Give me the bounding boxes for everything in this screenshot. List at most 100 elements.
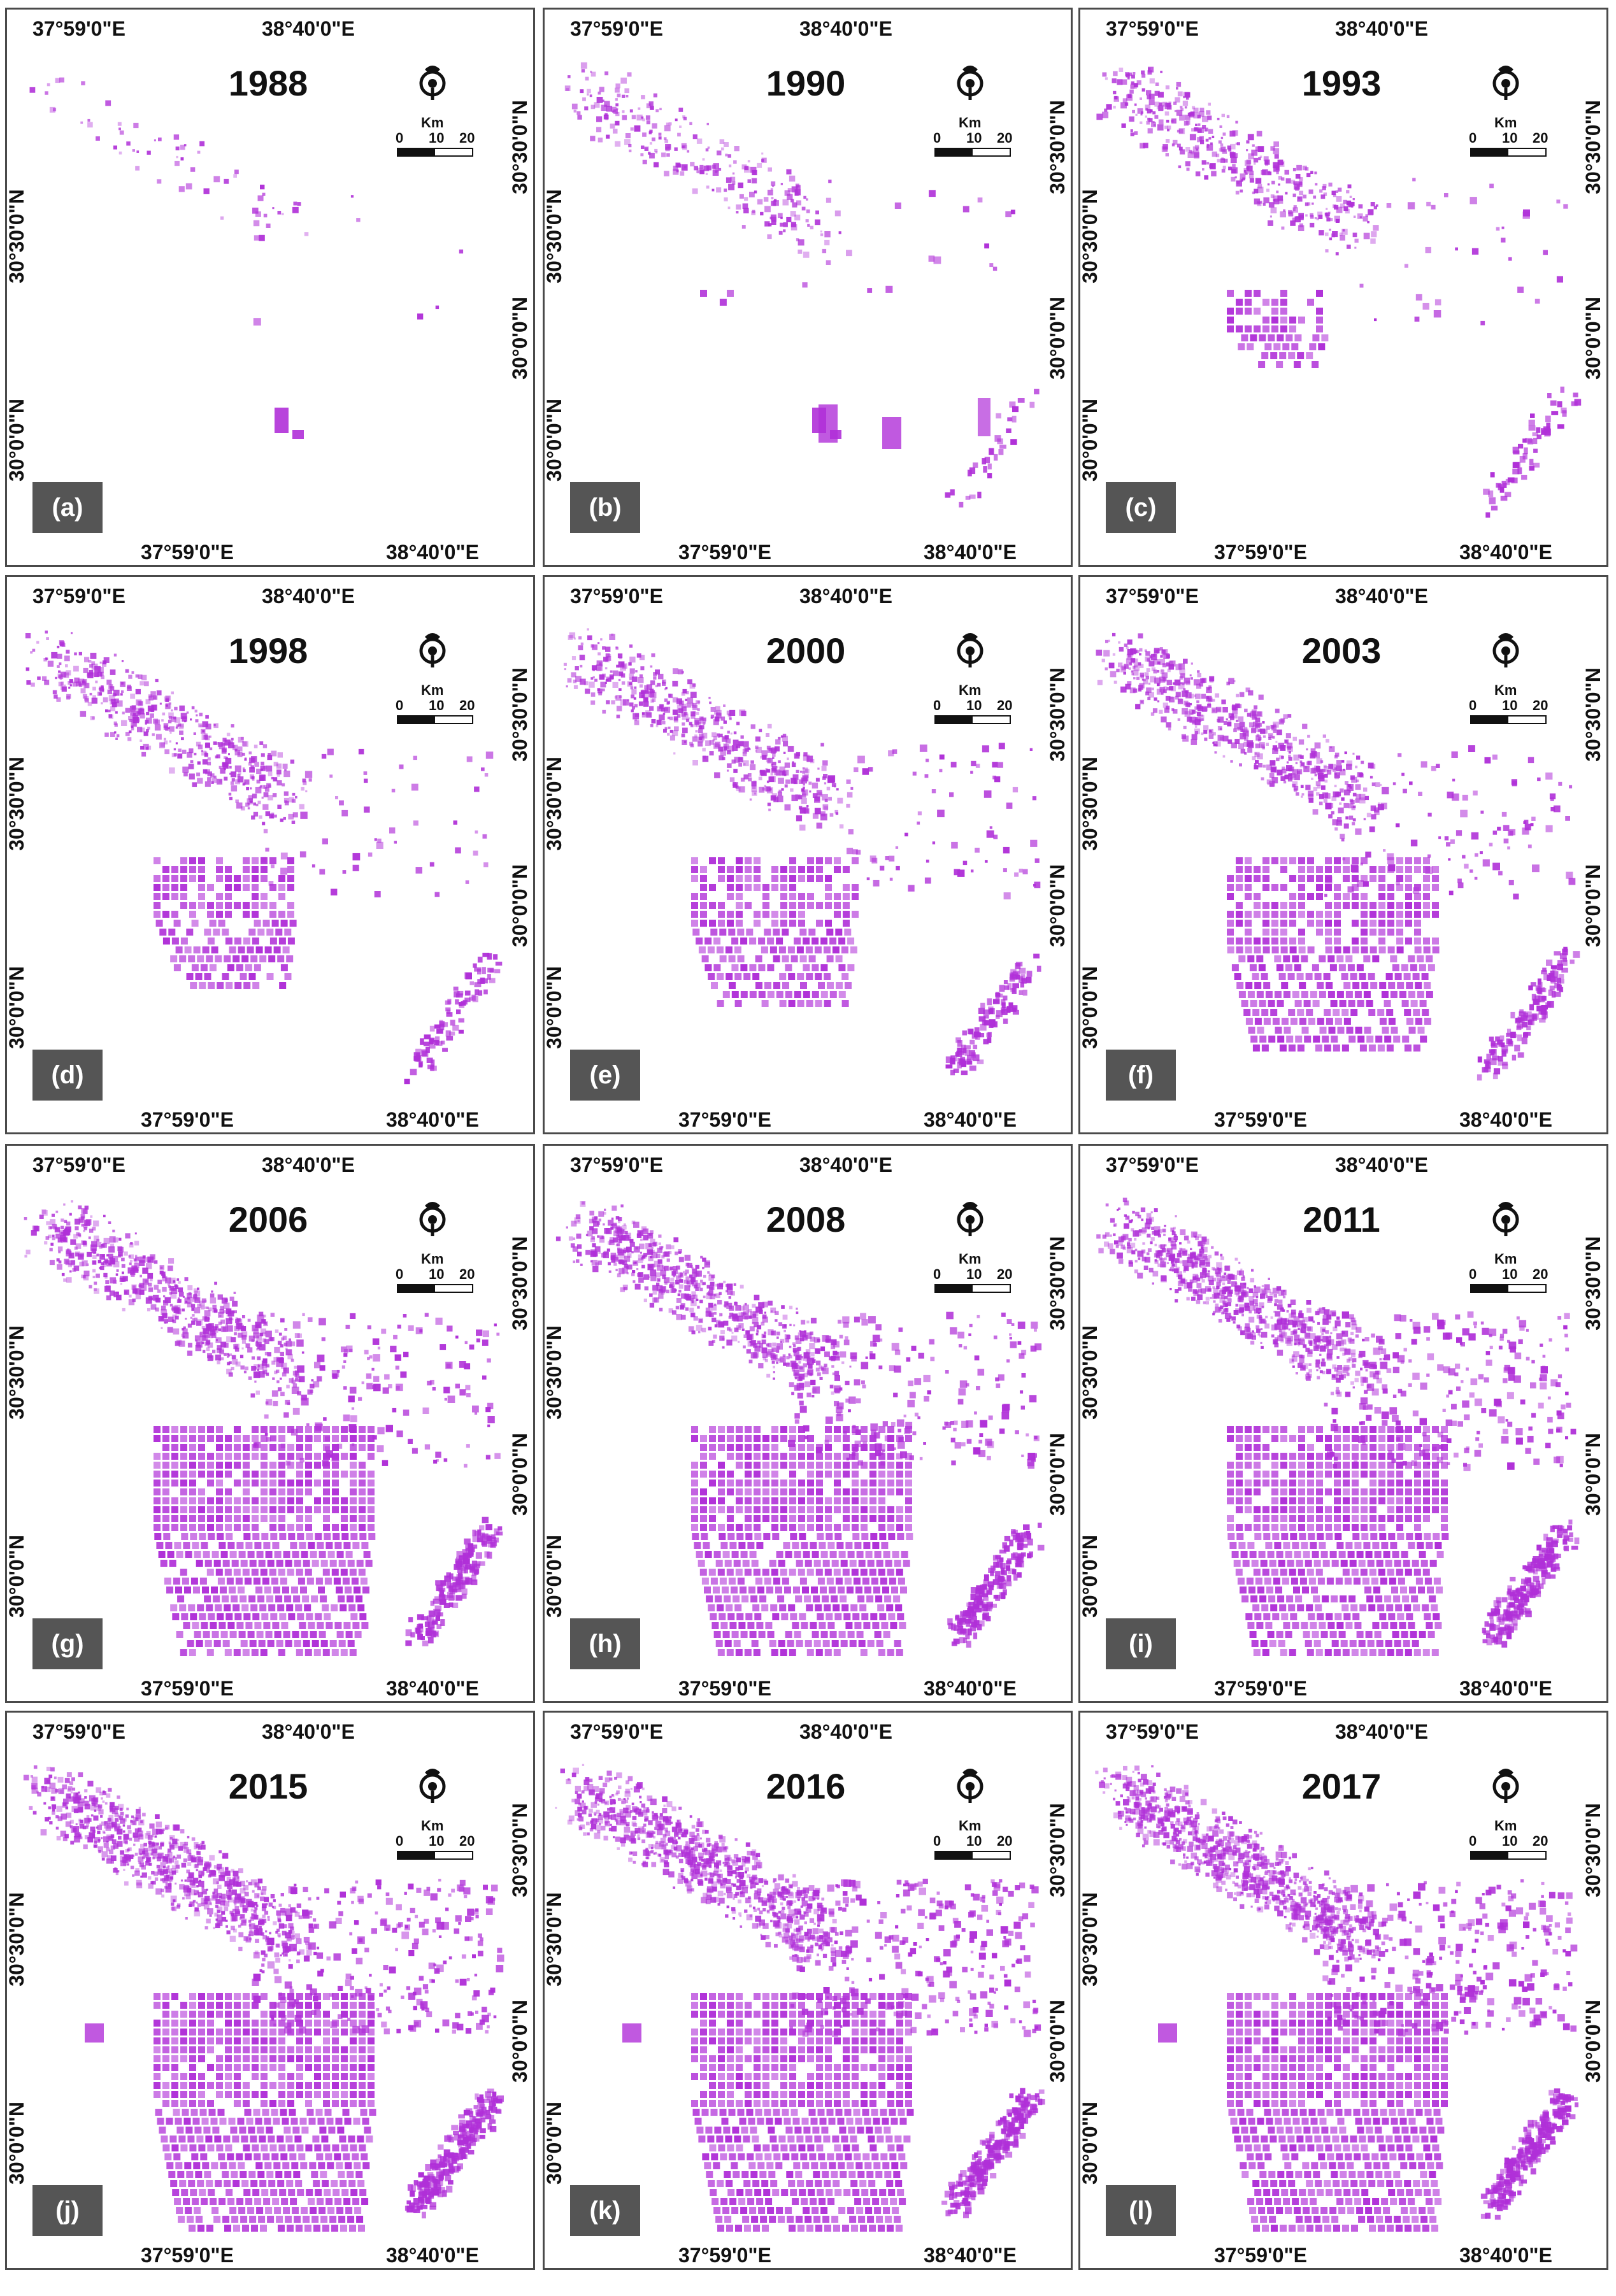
field-patch [1130,649,1134,653]
field-patch [682,723,685,726]
field-patch [1337,991,1344,998]
field-patch [216,1453,223,1460]
field-patch [993,267,997,271]
field-patch [1145,104,1151,110]
field-patch [1030,840,1037,847]
field-patch [1423,884,1430,891]
field-patch [1329,238,1332,240]
field-patch [1361,902,1368,909]
field-patch [724,189,727,192]
field-patch [1141,71,1145,75]
field-patch [605,646,610,652]
field-patch [1235,704,1240,708]
field-patch [758,938,765,945]
field-patch [290,920,297,927]
field-patch [1314,171,1317,174]
field-patch [277,955,284,962]
field-patch [194,753,196,755]
field-patch [128,716,132,720]
field-patch [350,1426,357,1433]
field-patch [1281,982,1288,989]
field-patch [1405,866,1412,873]
field-patch [1171,708,1174,711]
field-patch [790,778,796,783]
field-patch [761,153,763,155]
field-patch [198,1426,205,1433]
field-patch [896,846,898,849]
field-patch [1301,785,1304,788]
field-patch [1557,276,1563,283]
field-patch [1533,449,1538,453]
field-patch [323,1444,330,1451]
field-patch [266,1330,272,1337]
field-patch [105,1280,109,1284]
field-patch [112,702,117,707]
field-patch [779,231,783,235]
field-patch [397,1430,403,1437]
field-patch [1423,893,1430,900]
field-patch [781,788,783,790]
field-patch [147,151,151,155]
field-patch [1298,938,1305,945]
field-patch [1145,651,1150,656]
field-patch [717,946,724,953]
field-patch [264,1322,267,1325]
field-patch [740,938,747,945]
field-patch [1132,110,1135,113]
field-patch [124,1290,129,1295]
field-patch [396,1384,403,1392]
field-patch [229,797,232,800]
field-patch [617,715,620,718]
field-patch [197,1288,199,1290]
field-patch [1166,687,1169,690]
field-patch [803,964,810,971]
field-patch [250,774,254,779]
field-patch [752,790,757,795]
field-patch [934,257,941,264]
field-patch [180,866,187,873]
field-patch [147,1308,150,1311]
field-patch [106,1254,109,1257]
field-patch [1480,321,1485,325]
field-patch [134,1261,138,1264]
field-patch [96,1274,100,1278]
field-patch [24,1217,27,1220]
field-patch [81,1274,85,1278]
field-patch [1415,1018,1422,1025]
scale-bar: Km 0 10 20 [933,682,1016,727]
field-patch [1247,160,1252,165]
field-patch [1198,129,1202,133]
field-patch [1130,687,1136,693]
field-patch [1545,416,1551,422]
field-patch [1271,938,1278,945]
field-patch [1262,317,1269,324]
field-patch [1405,857,1412,864]
field-patch [228,753,230,755]
field-patch [189,1488,196,1495]
scale-bar-graphic [934,148,1011,157]
field-patch [1255,1018,1262,1025]
field-patch [825,902,832,909]
field-patch [413,820,418,825]
field-patch [378,1347,380,1350]
field-patch [1257,201,1259,203]
field-patch [177,1299,181,1303]
field-patch [271,1313,275,1317]
field-patch [1226,718,1228,720]
field-patch [1495,1036,1500,1041]
field-patch [1543,974,1548,980]
field-patch [283,764,288,769]
field-patch [364,779,368,783]
field-patch [1298,857,1305,864]
field-patch [121,720,127,726]
field-patch [736,786,739,789]
field-patch [1344,1018,1351,1025]
field-patch [135,166,139,171]
field-patch [276,1370,279,1373]
field-patch [857,756,865,764]
field-patch [154,1435,161,1442]
field-patch [1238,717,1243,722]
field-patch [296,1426,303,1433]
panel-year: 2003 [1271,633,1412,669]
field-patch [62,1273,65,1276]
